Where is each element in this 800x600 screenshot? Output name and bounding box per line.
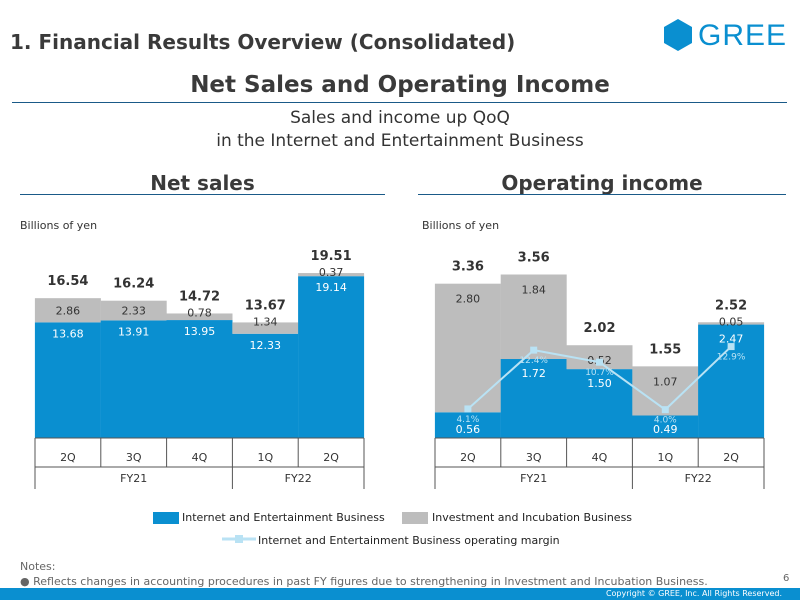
- ns-bar-internet-3: [232, 333, 299, 438]
- ns-label-internet-0: 13.68: [52, 327, 84, 340]
- ns-category-label-3: 1Q: [257, 451, 273, 464]
- operating-income-title: Operating income: [501, 171, 703, 195]
- net-sales-title: Net sales: [150, 171, 255, 195]
- ns-label-investment-3: 1.34: [253, 315, 278, 328]
- oi-category-label-0: 2Q: [460, 451, 476, 464]
- oi-label-investment-1: 1.84: [521, 284, 546, 297]
- ns-category-label-2: 4Q: [192, 451, 208, 464]
- oi-label-investment-0: 2.80: [456, 293, 481, 306]
- oi-label-total-0: 3.36: [452, 260, 484, 275]
- ns-category-label-4: 2Q: [323, 451, 339, 464]
- oi-margin-point-0: [464, 405, 472, 413]
- oi-margin-point-4: [727, 343, 735, 351]
- oi-bar-investment-1: [500, 274, 567, 360]
- ns-label-investment-0: 2.86: [56, 304, 81, 317]
- ns-label-total-3: 13.67: [245, 298, 286, 313]
- legend-label-margin: Internet and Entertainment Business oper…: [258, 534, 560, 547]
- main-heading: Net Sales and Operating Income: [190, 72, 610, 98]
- oi-margin-label-3: 4.0%: [654, 416, 677, 426]
- ns-label-total-0: 16.54: [47, 274, 88, 289]
- ns-label-total-2: 14.72: [179, 289, 220, 304]
- oi-label-investment-4: 0.05: [719, 315, 744, 328]
- subtitle-line-2: in the Internet and Entertainment Busine…: [216, 131, 584, 151]
- hexagon-logo-icon: [664, 19, 692, 51]
- oi-label-total-3: 1.55: [649, 342, 681, 357]
- ns-label-internet-1: 13.91: [118, 325, 150, 338]
- ns-label-total-1: 16.24: [113, 277, 154, 292]
- oi-bar-investment-4: [698, 322, 765, 325]
- oi-label-total-4: 2.52: [715, 298, 747, 313]
- ns-bar-investment-4: [298, 273, 365, 277]
- ns-label-internet-2: 13.95: [184, 325, 216, 338]
- operating-income-unit-label: Billions of yen: [422, 219, 500, 232]
- ns-group-label-0: FY21: [120, 472, 147, 485]
- ns-bar-investment-2: [166, 313, 233, 321]
- ns-label-investment-4: 0.37: [319, 266, 344, 279]
- ns-category-label-1: 3Q: [126, 451, 142, 464]
- copyright-text: Copyright © GREE, Inc. All Rights Reserv…: [605, 589, 782, 598]
- ns-label-investment-2: 0.78: [187, 306, 212, 319]
- net-sales-unit-label: Billions of yen: [20, 219, 98, 232]
- oi-bar-investment-2: [566, 345, 633, 370]
- net-sales-divider: [20, 194, 385, 195]
- ns-group-label-1: FY22: [285, 472, 312, 485]
- oi-margin-label-2: 10.7%: [585, 368, 614, 378]
- ns-label-internet-4: 19.14: [315, 281, 347, 294]
- page-number: 6: [783, 573, 790, 584]
- oi-category-label-2: 4Q: [592, 451, 608, 464]
- slide-title: 1. Financial Results Overview (Consolida…: [10, 30, 516, 54]
- oi-group-label-0: FY21: [520, 472, 547, 485]
- oi-bar-internet-2: [566, 369, 633, 438]
- operating-income-divider: [418, 194, 786, 195]
- oi-margin-point-3: [661, 406, 669, 414]
- oi-label-internet-3: 0.49: [653, 423, 678, 436]
- ns-label-investment-1: 2.33: [121, 305, 146, 318]
- ns-category-label-0: 2Q: [60, 451, 76, 464]
- subtitle-line-1: Sales and income up QoQ: [290, 108, 510, 128]
- oi-bar-investment-0: [434, 283, 501, 413]
- logo-text: GREE: [698, 19, 788, 52]
- ns-bar-investment-0: [34, 298, 101, 323]
- ns-bar-investment-3: [232, 322, 299, 334]
- oi-group-label-1: FY22: [685, 472, 712, 485]
- ns-bar-internet-1: [100, 320, 167, 438]
- oi-label-internet-0: 0.56: [456, 423, 481, 436]
- ns-bar-internet-4: [298, 276, 365, 438]
- oi-label-internet-2: 1.50: [587, 377, 612, 390]
- oi-margin-label-0: 4.1%: [456, 415, 479, 425]
- oi-margin-point-1: [530, 346, 538, 354]
- oi-label-total-2: 2.02: [583, 321, 615, 336]
- heading-divider: [12, 102, 787, 103]
- legend-label-internet: Internet and Entertainment Business: [182, 511, 385, 524]
- legend-swatch-investment: [402, 512, 428, 524]
- notes-title: Notes:: [20, 560, 56, 573]
- notes-body: ● Reflects changes in accounting procedu…: [20, 575, 708, 588]
- oi-label-internet-4: 2.47: [719, 333, 744, 346]
- oi-category-label-4: 2Q: [723, 451, 739, 464]
- oi-category-label-1: 3Q: [526, 451, 542, 464]
- ns-bar-internet-0: [34, 322, 101, 438]
- oi-bar-internet-1: [500, 359, 567, 438]
- ns-label-internet-3: 12.33: [250, 339, 282, 352]
- oi-margin-point-2: [596, 358, 603, 366]
- legend-swatch-internet: [153, 512, 179, 524]
- legend-swatch-margin-icon: [222, 535, 256, 543]
- legend-label-investment: Investment and Incubation Business: [432, 511, 633, 524]
- oi-label-internet-1: 1.72: [521, 367, 546, 380]
- oi-label-investment-3: 1.07: [653, 375, 678, 388]
- oi-bar-internet-0: [434, 412, 501, 438]
- oi-margin-label-1: 12.4%: [519, 356, 548, 366]
- ns-bar-investment-1: [100, 300, 167, 321]
- oi-label-total-1: 3.56: [518, 251, 550, 266]
- oi-margin-label-4: 12.9%: [717, 353, 746, 363]
- footer-bar: Copyright © GREE, Inc. All Rights Reserv…: [0, 588, 800, 600]
- ns-bar-internet-2: [166, 320, 233, 438]
- ns-label-total-4: 19.51: [311, 249, 352, 264]
- oi-category-label-3: 1Q: [657, 451, 673, 464]
- gree-logo: GREE: [662, 18, 786, 52]
- oi-bar-internet-3: [632, 415, 699, 438]
